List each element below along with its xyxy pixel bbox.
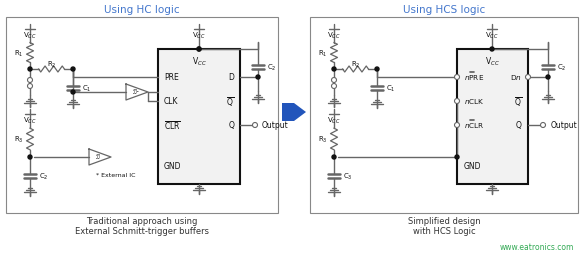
Text: R$_3$: R$_3$ (15, 134, 24, 145)
Text: C$_1$: C$_1$ (386, 83, 395, 93)
Text: D$\it{n}$: D$\it{n}$ (510, 73, 522, 82)
Circle shape (197, 48, 201, 52)
Text: ℐℐ: ℐℐ (132, 90, 137, 95)
Circle shape (455, 99, 459, 104)
Text: ℐℐ: ℐℐ (95, 155, 101, 160)
Circle shape (546, 76, 550, 80)
Text: GND: GND (464, 162, 481, 171)
Text: C$_1$: C$_1$ (82, 83, 92, 93)
Text: V$_{CC}$: V$_{CC}$ (23, 31, 37, 41)
Circle shape (455, 155, 459, 159)
Text: CLK: CLK (164, 97, 178, 106)
Text: $\overline{\mathrm{Q}}$: $\overline{\mathrm{Q}}$ (514, 95, 522, 108)
Text: Using HCS logic: Using HCS logic (403, 5, 485, 15)
Text: Using HC logic: Using HC logic (104, 5, 180, 15)
Circle shape (332, 84, 336, 89)
Text: $\overline{\mathrm{CLR}}$: $\overline{\mathrm{CLR}}$ (164, 119, 181, 132)
Text: $\it{n}$PRE: $\it{n}$PRE (464, 73, 484, 82)
Circle shape (253, 123, 257, 128)
Text: External Schmitt-trigger buffers: External Schmitt-trigger buffers (75, 227, 209, 235)
Text: V$_{CC}$: V$_{CC}$ (23, 116, 37, 126)
Circle shape (197, 48, 201, 52)
Circle shape (332, 78, 336, 83)
Text: C$_3$: C$_3$ (343, 171, 353, 181)
Text: * External IC: * External IC (96, 173, 136, 178)
Circle shape (332, 68, 336, 72)
Text: Traditional approach using: Traditional approach using (87, 217, 198, 226)
Text: with HCS Logic: with HCS Logic (412, 227, 476, 235)
Text: C$_2$: C$_2$ (267, 62, 277, 72)
Circle shape (28, 68, 32, 72)
Text: V$_{CC}$: V$_{CC}$ (484, 56, 500, 68)
Text: R$_2$: R$_2$ (47, 60, 56, 70)
Text: V$_{CC}$: V$_{CC}$ (327, 31, 341, 41)
Text: D: D (228, 73, 234, 82)
Circle shape (71, 68, 75, 72)
Text: R$_2$: R$_2$ (351, 60, 360, 70)
Bar (6, 18, 278, 213)
Text: www.eatronics.com: www.eatronics.com (500, 243, 574, 251)
Text: V$_{CC}$: V$_{CC}$ (485, 31, 499, 41)
Circle shape (332, 155, 336, 159)
Text: V$_{CC}$: V$_{CC}$ (192, 31, 206, 41)
Circle shape (455, 123, 459, 128)
Text: ·: · (136, 87, 140, 97)
Text: Output: Output (551, 121, 578, 130)
Text: V$_{CC}$: V$_{CC}$ (192, 56, 207, 68)
Circle shape (375, 68, 379, 72)
Text: C$_2$: C$_2$ (557, 62, 567, 72)
Text: Simplified design: Simplified design (408, 217, 480, 226)
Text: $\overline{\mathrm{Q}}$: $\overline{\mathrm{Q}}$ (226, 95, 234, 108)
Circle shape (27, 78, 33, 83)
Text: R$_3$: R$_3$ (318, 134, 328, 145)
Text: GND: GND (164, 162, 181, 171)
Circle shape (28, 155, 32, 159)
Circle shape (256, 76, 260, 80)
Text: R$_1$: R$_1$ (15, 48, 24, 58)
Text: Output: Output (262, 121, 289, 130)
Text: PRE: PRE (164, 73, 179, 82)
Circle shape (455, 75, 459, 80)
Text: $\it{n}$CLR: $\it{n}$CLR (464, 121, 484, 130)
Bar (457, 50, 528, 184)
Bar (158, 50, 240, 184)
Circle shape (525, 75, 531, 80)
Text: $\it{n}$CLK: $\it{n}$CLK (464, 97, 484, 106)
Text: R$_1$: R$_1$ (318, 48, 328, 58)
Text: V$_{CC}$: V$_{CC}$ (327, 116, 341, 126)
Text: Q: Q (516, 121, 522, 130)
Circle shape (541, 123, 545, 128)
Circle shape (490, 48, 494, 52)
FancyArrow shape (282, 104, 306, 121)
Circle shape (71, 91, 75, 95)
Text: C$_2$: C$_2$ (39, 171, 49, 181)
Circle shape (27, 84, 33, 89)
Bar (310, 18, 578, 213)
Text: Q: Q (228, 121, 234, 130)
